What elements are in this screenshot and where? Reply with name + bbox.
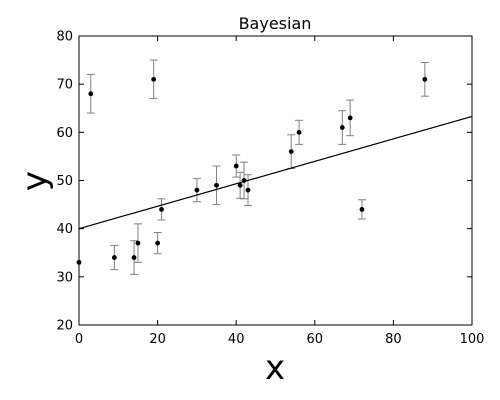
- data-point: [288, 149, 294, 155]
- data-point: [194, 187, 200, 193]
- y-tick-label: 60: [56, 126, 73, 141]
- data-point: [359, 207, 365, 212]
- y-tick-label: 80: [56, 30, 73, 45]
- fit-line: [78, 115, 473, 230]
- plot-frame: [78, 35, 473, 326]
- y-tick-label: 50: [56, 174, 73, 189]
- y-tick-label: 20: [56, 319, 73, 334]
- data-point: [245, 187, 251, 193]
- data-point: [151, 76, 157, 82]
- chart-title: Bayesian: [239, 14, 312, 33]
- data-point: [237, 182, 243, 188]
- x-tick-label: 80: [385, 332, 402, 347]
- data-point: [159, 207, 164, 212]
- x-tick-label: 40: [228, 332, 245, 347]
- data-point: [131, 255, 137, 260]
- data-point: [111, 255, 117, 260]
- x-tick-label: 60: [307, 332, 324, 347]
- x-tick-label: 100: [460, 332, 485, 347]
- x-tick-label: 0: [75, 332, 83, 347]
- data-point: [241, 178, 247, 183]
- data-point: [135, 240, 141, 246]
- y-tick-label: 40: [56, 222, 73, 237]
- y-axis-label: y: [15, 171, 55, 191]
- data-point: [233, 163, 239, 169]
- data-point: [214, 182, 219, 188]
- data-point: [296, 129, 302, 135]
- y-tick-label: 70: [56, 78, 73, 93]
- plot-area: [76, 59, 473, 275]
- y-tick-label: 30: [56, 270, 73, 285]
- data-point: [422, 76, 428, 82]
- data-point: [339, 125, 345, 130]
- data-point: [88, 91, 94, 97]
- data-point: [155, 240, 161, 246]
- x-axis-label: x: [265, 348, 285, 388]
- data-point: [347, 115, 353, 121]
- x-tick-label: 20: [149, 332, 166, 347]
